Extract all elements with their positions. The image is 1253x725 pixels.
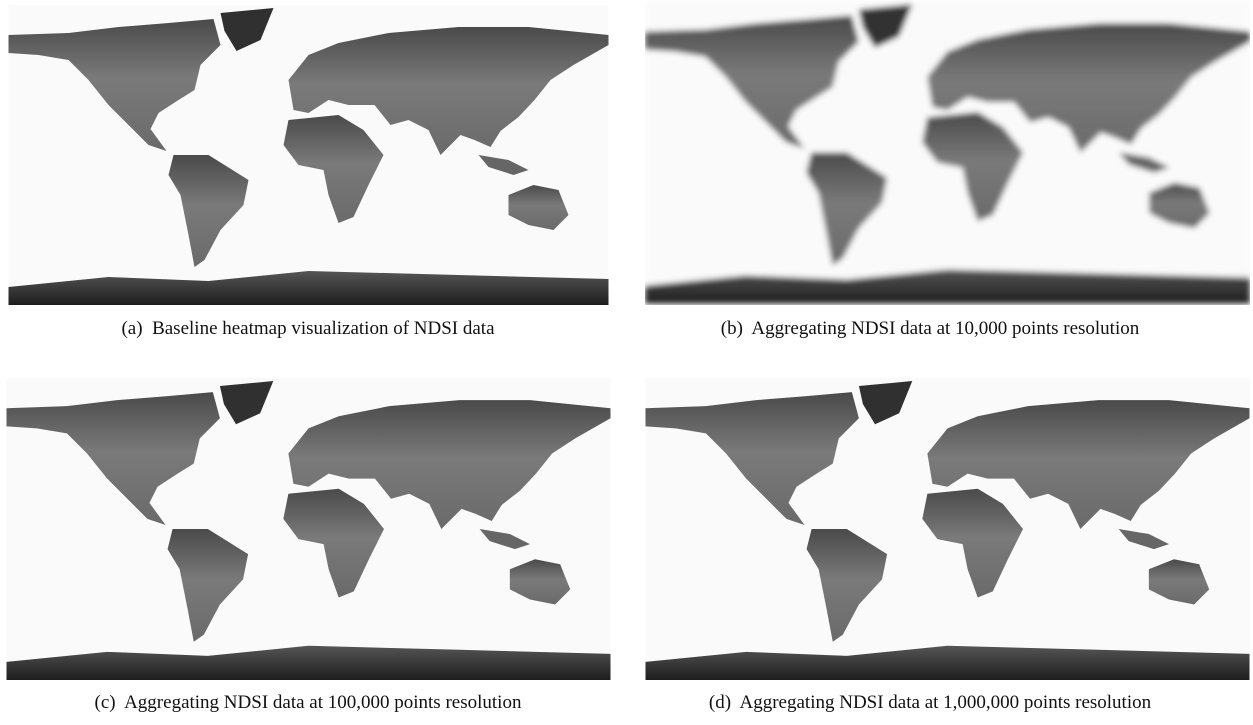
map-b (645, 0, 1250, 305)
caption: (b) Aggregating NDSI data at 10,000 poin… (620, 318, 1240, 340)
map-c (5, 378, 612, 680)
map-a (5, 5, 612, 305)
caption: (c) Aggregating NDSI data at 100,000 poi… (0, 692, 618, 714)
figure: (a) Baseline heatmap visualization of ND… (0, 0, 1253, 725)
caption: (d) Aggregating NDSI data at 1,000,000 p… (620, 692, 1240, 714)
caption: (a) Baseline heatmap visualization of ND… (0, 318, 618, 340)
map-d (645, 378, 1250, 680)
